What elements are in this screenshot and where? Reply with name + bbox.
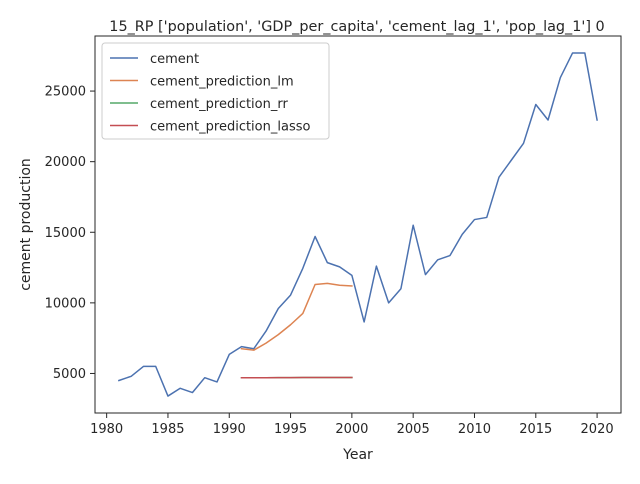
legend: cement cement_prediction_lm cement_predict… [102,43,329,139]
y-tick-label: 10000 [45,296,86,311]
y-tick-label: 15000 [45,226,86,241]
x-tick-label: 2000 [335,422,368,437]
x-tick-label: 1985 [151,422,184,437]
y-tick-label: 25000 [45,85,86,100]
x-tick-label: 2015 [519,422,552,437]
x-tick-label: 1980 [90,422,123,437]
y-axis-label: cement production [18,158,34,291]
legend-label-cement: cement [150,52,199,67]
y-tick-label: 20000 [45,155,86,170]
x-axis-label: Year [342,447,373,463]
y-tick-label: 5000 [53,367,86,382]
x-axis-ticks: 1980 1985 1990 1995 2000 2005 2010 2015 2020 [90,413,614,437]
legend-label-cement-prediction-rr: cement_prediction_rr [150,97,288,112]
legend-label-cement-prediction-lasso: cement_prediction_lasso [150,120,310,135]
x-tick-label: 2005 [397,422,430,437]
x-tick-label: 1995 [274,422,307,437]
y-axis-ticks: 5000 10000 15000 20000 25000 [45,85,95,382]
series-line-cement-prediction-lm [242,283,352,350]
x-tick-label: 2010 [458,422,491,437]
x-tick-label: 2020 [581,422,614,437]
chart-title: 15_RP ['population', 'GDP_per_capita', '… [109,19,604,35]
legend-label-cement-prediction-lm: cement_prediction_lm [150,75,294,90]
x-tick-label: 1990 [213,422,246,437]
